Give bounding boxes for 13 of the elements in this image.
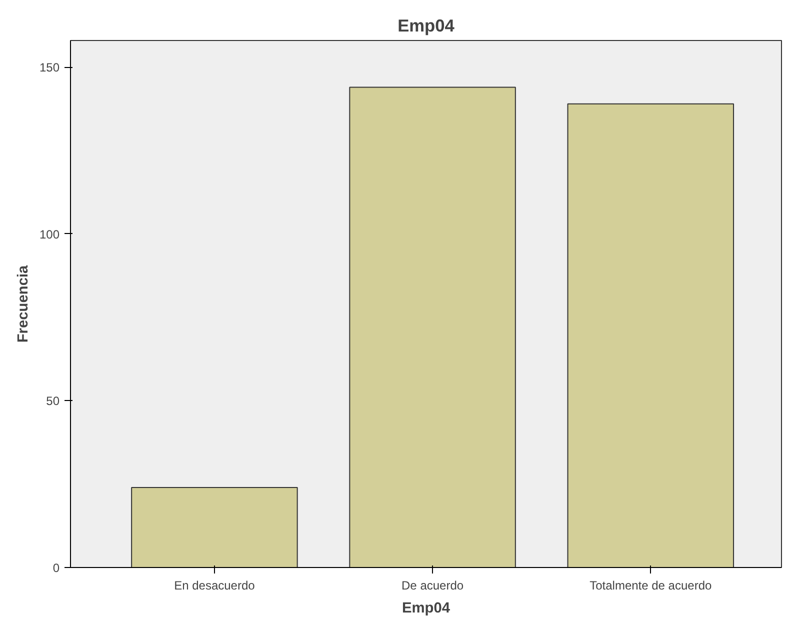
x-axis-title: Emp04 <box>402 600 451 616</box>
y-axis-title: Frecuencia <box>15 264 32 343</box>
x-tick-label: En desacuerdo <box>174 578 256 592</box>
bar <box>131 486 298 568</box>
y-tick-label: 50 <box>46 394 60 408</box>
bar <box>349 86 516 568</box>
x-tick-label: De acuerdo <box>402 578 464 592</box>
y-tick-label: 150 <box>39 60 60 75</box>
y-tick-label: 0 <box>52 561 60 575</box>
y-tick-label: 100 <box>39 227 60 242</box>
x-tick-label: Totalmente de acuerdo <box>590 578 712 592</box>
bar <box>567 103 734 568</box>
chart-title: Emp04 <box>398 16 455 36</box>
